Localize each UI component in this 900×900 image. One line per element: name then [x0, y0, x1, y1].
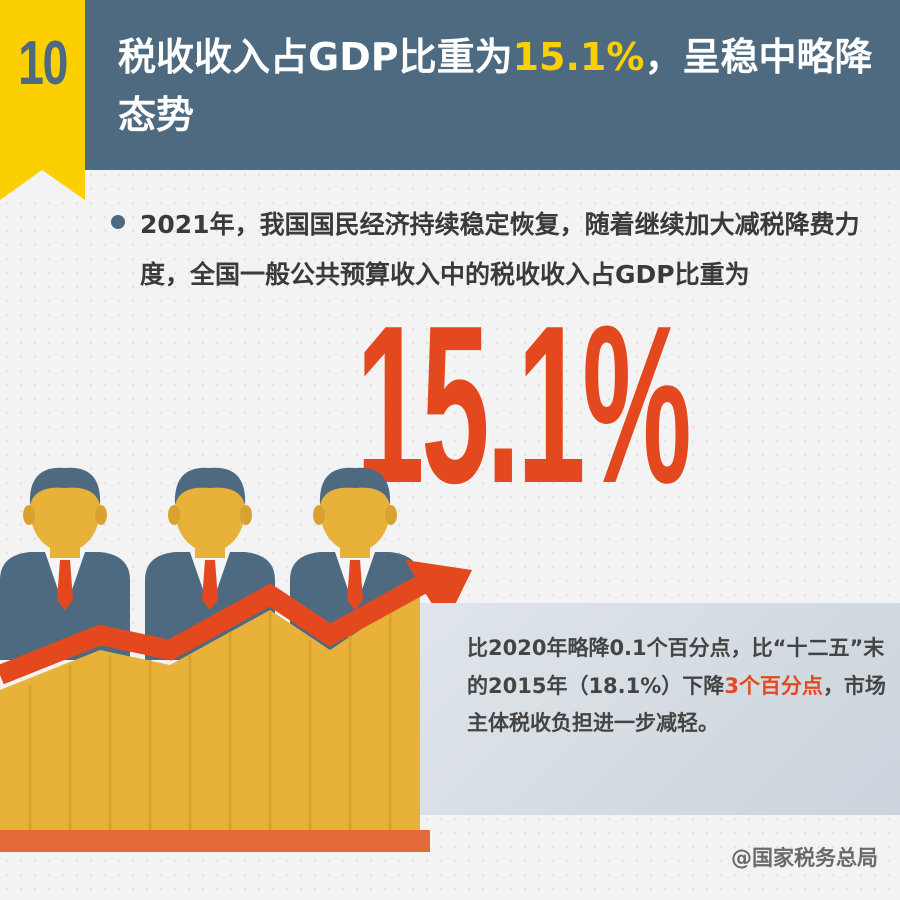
- page-title: 税收收入占GDP比重为15.1%，呈稳中略降态势: [118, 28, 888, 144]
- note-text: 比2020年略降0.1个百分点，比“十二五”末的2015年（18.1%）下降3个…: [467, 630, 887, 743]
- bar-chart-icon: [0, 590, 430, 852]
- header-banner: [85, 0, 900, 170]
- section-number: 10: [18, 29, 68, 98]
- rising-arrow-icon: [0, 560, 472, 685]
- source-credit: @国家税务总局: [731, 846, 878, 870]
- note-part2: ，市场主体税收负担进一步减轻。: [467, 673, 886, 736]
- title-text-end: ，呈稳中略降态势: [118, 35, 873, 137]
- intro-text: 2021年，我国国民经济持续稳定恢复，随着继续加大减税降费力度，全国一般公共预算…: [140, 210, 860, 289]
- title-highlight: 15.1%: [512, 35, 645, 79]
- badge-notch: [0, 170, 85, 200]
- people-chart-illustration: [0, 467, 472, 852]
- bullet-icon: [111, 215, 125, 229]
- big-figure: 15.1%: [356, 278, 692, 530]
- people-icon: [0, 467, 420, 660]
- note-highlight: 3个百分点: [724, 673, 823, 698]
- title-text: 税收收入占GDP比重为: [118, 35, 513, 79]
- note-part1: 比2020年略降0.1个百分点，比“十二五”末的2015年（18.1%）下降: [467, 636, 885, 698]
- note-box: [420, 603, 900, 815]
- badge-strip: [0, 0, 85, 200]
